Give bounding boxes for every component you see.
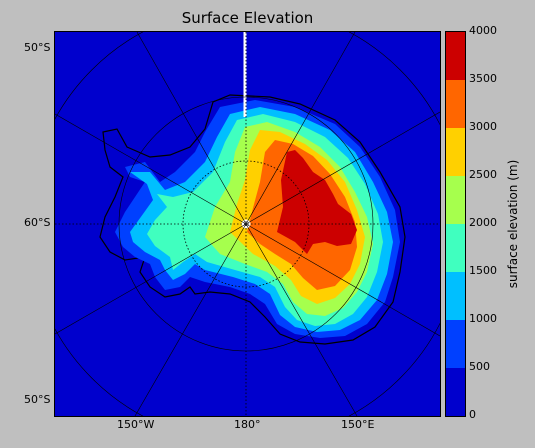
- meridian-120e: [245, 223, 440, 337]
- lat-label-top: 50°S: [24, 41, 51, 54]
- parallel-80s-circle: [182, 160, 310, 288]
- colorbar-tick-500: 500: [469, 360, 490, 373]
- colorbar-band-3500-4000: [446, 32, 465, 80]
- graticule-solid: [55, 32, 440, 416]
- meridian-150e: [245, 223, 358, 416]
- colorbar-band-1500-2000: [446, 224, 465, 272]
- lon-label-150e: 150°E: [341, 418, 375, 431]
- lat-label-middle: 60°S: [24, 216, 51, 229]
- meridian-60e: [245, 111, 440, 225]
- colorbar-tick-1000: 1000: [469, 312, 497, 325]
- meridian-120w: [55, 223, 247, 335]
- chart-title: Surface Elevation: [181, 9, 314, 27]
- colorbar-band-0-500: [446, 368, 465, 416]
- colorbar-tick-3500: 3500: [469, 72, 497, 85]
- antarctica-map: [54, 31, 441, 417]
- colorbar: [445, 31, 466, 417]
- meridian-60w: [55, 113, 247, 225]
- colorbar-band-2000-2500: [446, 176, 465, 224]
- colorbar-tick-0: 0: [469, 408, 476, 421]
- colorbar-tick-2500: 2500: [469, 168, 497, 181]
- colorbar-band-1000-1500: [446, 272, 465, 320]
- meridian-150w: [134, 223, 247, 416]
- lon-label-150w: 150°W: [117, 418, 155, 431]
- coast-outline: [99, 94, 406, 345]
- colorbar-tick-3000: 3000: [469, 120, 497, 133]
- lon-label-180: 180°: [234, 418, 261, 431]
- colorbar-band-500-1000: [446, 320, 465, 368]
- meridian-30e: [245, 32, 356, 225]
- lat-label-bottom: 50°S: [24, 393, 51, 406]
- colorbar-band-3000-3500: [446, 80, 465, 128]
- colorbar-tick-1500: 1500: [469, 264, 497, 277]
- meridian-30w: [136, 32, 247, 225]
- colorbar-tick-2000: 2000: [469, 216, 497, 229]
- colorbar-label: surface elevation (m): [506, 159, 520, 289]
- colorbar-band-2500-3000: [446, 128, 465, 176]
- elevation-band-3500: [277, 150, 357, 254]
- colorbar-tick-4000: 4000: [469, 24, 497, 37]
- graticule-dotted: [55, 32, 440, 416]
